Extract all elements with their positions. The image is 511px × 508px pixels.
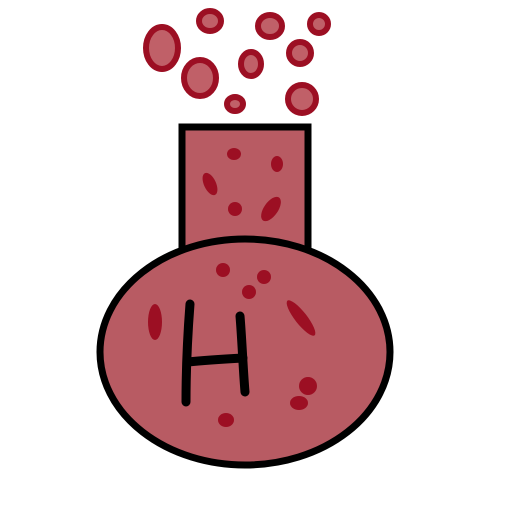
speck [290, 396, 308, 410]
body-specks [148, 263, 317, 427]
speck [299, 377, 317, 395]
speck [242, 285, 256, 299]
speck [228, 202, 242, 216]
speck [257, 270, 271, 284]
bubble [181, 57, 219, 99]
speck [286, 300, 316, 336]
speck [227, 148, 241, 160]
speck [148, 304, 162, 340]
bubble [224, 94, 246, 114]
speck [218, 413, 234, 427]
neck-specks [202, 148, 283, 222]
flask-letter [181, 299, 250, 407]
bubble [307, 12, 331, 36]
speck [271, 156, 283, 172]
bubbles [143, 8, 331, 116]
bubble [285, 82, 319, 116]
letter-left-stroke [181, 299, 195, 407]
bubble [286, 39, 314, 67]
bubble [255, 12, 285, 40]
bubble [196, 8, 224, 34]
letter-crossbar [183, 353, 248, 367]
bubble [238, 49, 264, 79]
speck [261, 196, 281, 222]
speck [202, 172, 218, 196]
bubble [143, 24, 181, 72]
speck [216, 263, 230, 277]
